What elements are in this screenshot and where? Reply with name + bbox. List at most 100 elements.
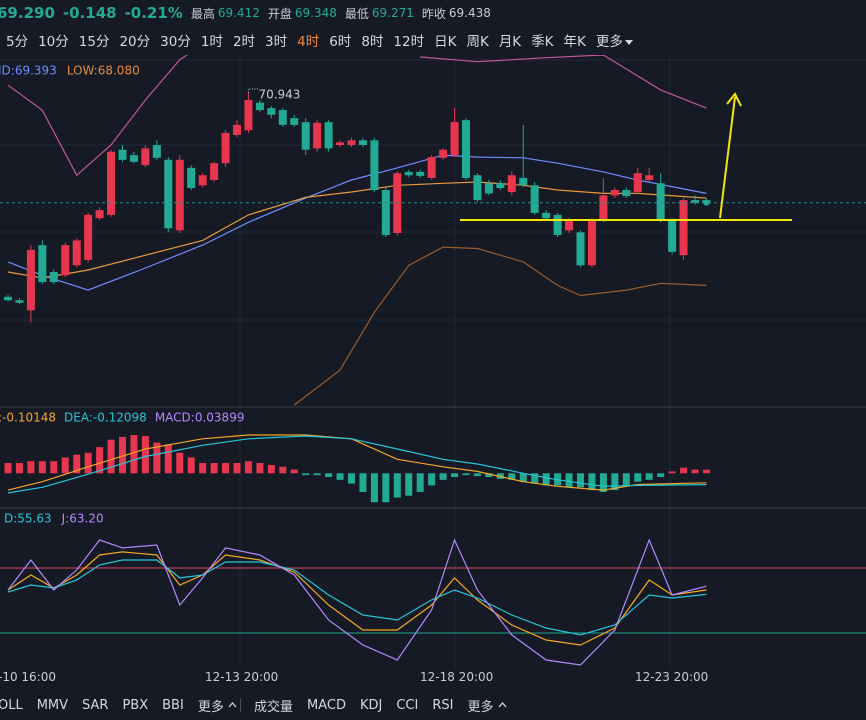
candle-body <box>519 177 528 186</box>
indicator-button[interactable]: 成交量 <box>254 699 294 715</box>
macd-bar <box>370 473 378 503</box>
candle-body <box>679 200 688 256</box>
stat-label: 昨收 <box>421 6 446 21</box>
macd-bar <box>222 463 230 474</box>
macd-bar <box>302 473 310 476</box>
timeframe-button[interactable]: 5分 <box>6 34 29 50</box>
indicator-button[interactable]: MMV <box>36 697 69 713</box>
macd-bar <box>267 464 275 474</box>
candle-body <box>542 212 551 219</box>
legends: ID:69.393 LOW:68.080:-0.10148 DEA:-0.12098… <box>0 64 244 526</box>
stat-value: 69.271 <box>371 6 414 20</box>
macd-bar <box>336 473 344 480</box>
timeframe-bar: 5分 10分 15分 20分 30分 1时 2时 3时 4时 6时 8时 12时 日K 周K 月K 季K 年K 更… <box>6 29 633 51</box>
candle-body <box>484 183 493 194</box>
candle-body <box>633 173 642 193</box>
timeframe-button[interactable]: 更多 <box>596 30 633 50</box>
indicator-button[interactable]: CCI <box>396 697 419 713</box>
candle-body <box>507 175 516 193</box>
timeframe-button[interactable]: 4时 <box>297 34 320 50</box>
macd-bar <box>611 473 619 491</box>
macd-bar <box>15 463 23 474</box>
macd-bar <box>244 461 252 474</box>
indicator-line <box>7 435 707 494</box>
timeframe-button[interactable]: 15分 <box>78 34 110 50</box>
candle-body <box>336 142 345 146</box>
timeframe-button[interactable]: 季K <box>531 34 554 50</box>
timeframe-button[interactable]: 30分 <box>160 34 191 50</box>
indicator-button[interactable]: OLL <box>0 697 23 713</box>
legend-entry: :-0.10148 <box>0 411 56 425</box>
stat-label: 开盘 <box>267 6 292 21</box>
macd-bar <box>153 442 161 474</box>
indicator-line <box>7 559 707 636</box>
timeframe-button[interactable]: 日K <box>434 34 457 50</box>
macd-bar <box>382 473 390 503</box>
stat-label: 最高 <box>190 6 215 21</box>
candle-body <box>141 148 150 166</box>
candle-body <box>38 245 47 283</box>
macd-bar <box>119 436 126 474</box>
legend-entry: D:55.63 <box>4 512 52 526</box>
candle-body <box>255 102 264 111</box>
stat-label: 最低 <box>344 6 369 21</box>
date-label: 12-18 20:00 <box>420 670 494 684</box>
timeframe-button[interactable]: 10分 <box>38 34 69 50</box>
indicator-line <box>7 538 707 666</box>
indicator-button[interactable]: MACD <box>307 697 346 713</box>
timeframe-button[interactable]: 3时 <box>265 34 288 50</box>
indicator-button[interactable]: 更多 <box>197 699 224 715</box>
legend-entry: LOW:68.080 <box>67 64 140 78</box>
macd-bar <box>634 473 642 482</box>
indicator-button[interactable]: BBI <box>162 697 184 713</box>
candle-body <box>129 155 138 162</box>
candle-body <box>473 175 482 201</box>
candle-body <box>210 163 219 180</box>
macd-bar <box>668 471 676 474</box>
trend-arrow <box>719 96 736 219</box>
timeframe-button[interactable]: 年K <box>563 34 586 50</box>
macd-bar <box>313 473 321 476</box>
separator <box>240 698 241 712</box>
macd-bar <box>428 473 436 486</box>
macd-bar <box>473 473 481 477</box>
timeframe-button[interactable]: 月K <box>498 34 522 50</box>
indicator-button[interactable]: SAR <box>82 697 109 713</box>
candle-body <box>72 240 81 266</box>
candle-body <box>496 183 505 189</box>
macd-bar <box>702 469 710 474</box>
candle-body <box>278 110 287 125</box>
candle-body <box>118 149 127 160</box>
timeframe-button[interactable]: 20分 <box>119 34 151 50</box>
timeframe-button[interactable]: 周K <box>466 34 489 50</box>
caret <box>624 39 633 45</box>
timeframe-button[interactable]: 12时 <box>393 34 425 50</box>
candle-body <box>370 140 379 191</box>
macd-bar <box>27 461 35 474</box>
candle-body <box>290 118 299 125</box>
candle-body <box>347 140 356 146</box>
macd-bar <box>176 452 184 474</box>
timeframe-button[interactable]: 2时 <box>232 34 256 50</box>
macd-bar <box>187 457 195 474</box>
stat-value: 69.348 <box>294 6 337 20</box>
indicator-button[interactable]: 更多 <box>467 699 494 715</box>
macd-bar <box>405 473 413 496</box>
indicator-button[interactable]: PBX <box>122 697 149 713</box>
macd-bar <box>290 469 298 474</box>
indicator-button[interactable]: RSI <box>432 697 454 713</box>
macd-bar <box>485 473 493 478</box>
last-price-dot <box>703 199 710 206</box>
macd-bar <box>84 452 92 474</box>
chevron <box>228 702 237 708</box>
indicator-button[interactable]: KDJ <box>359 697 383 713</box>
candle-body <box>61 245 70 276</box>
timeframe-button[interactable]: 1时 <box>200 34 223 50</box>
candle-body <box>553 214 562 236</box>
timeframe-button[interactable]: 6时 <box>329 34 352 50</box>
timeframe-button[interactable]: 8时 <box>361 34 384 50</box>
macd-bar <box>141 435 149 474</box>
macd-bar <box>657 473 665 478</box>
